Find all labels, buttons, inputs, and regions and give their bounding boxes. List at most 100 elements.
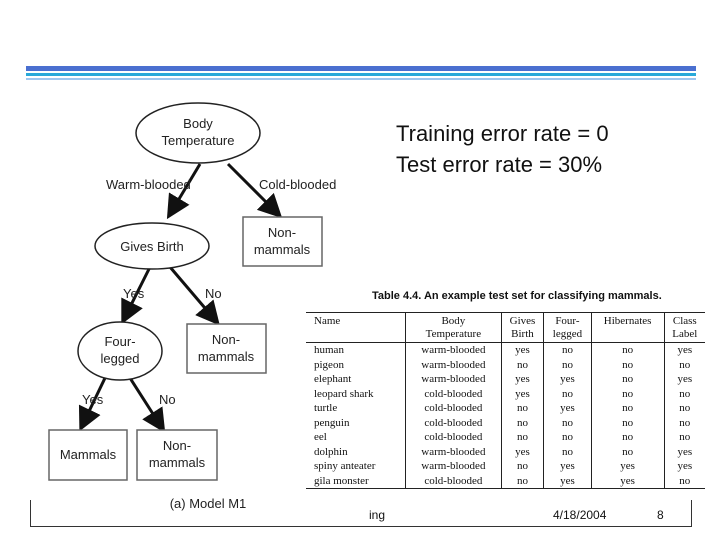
header-rule-light xyxy=(26,78,696,80)
node-four-legged-line2: legged xyxy=(100,351,139,366)
header-hibernates: Hibernates xyxy=(590,312,665,343)
header-body-temperature: Body Temperature xyxy=(405,312,502,343)
header-gives-birth: Gives Birth xyxy=(500,312,544,343)
cell-class-label: yes xyxy=(663,342,705,358)
edge-root-to-gives-birth xyxy=(166,163,202,220)
cell-class-label: yes xyxy=(663,459,705,474)
cell-four-legged: yes xyxy=(543,473,592,489)
table-row: dolphin warm-blooded yes no no yes xyxy=(306,444,705,459)
leaf-mammals xyxy=(48,429,128,481)
cell-body-temperature: cold-blooded xyxy=(405,401,502,416)
cell-body-temperature: cold-blooded xyxy=(405,473,502,489)
node-gives-birth-label: Gives Birth xyxy=(120,239,184,254)
edge-gives-birth-to-four-legged xyxy=(121,266,152,325)
node-gives-birth xyxy=(94,222,210,270)
leaf-nonmammals-1-line2: mammals xyxy=(254,242,311,257)
cell-name: penguin xyxy=(314,416,350,429)
cell-gives-birth: no xyxy=(500,473,544,489)
footer-date: 4/18/2004 xyxy=(553,508,607,522)
cell-hibernates: yes xyxy=(590,473,665,489)
slide-footer: ing 4/18/2004 8 xyxy=(30,500,692,527)
node-body-temperature xyxy=(135,102,261,164)
header-rule-dark xyxy=(26,66,696,71)
cell-class-label: yes xyxy=(663,372,705,387)
cell-four-legged: no xyxy=(543,357,592,372)
edge-label-yes-2: Yes xyxy=(82,392,104,407)
cell-hibernates: no xyxy=(590,444,665,459)
edge-label-no-1: No xyxy=(205,286,222,301)
table-row: elephant warm-blooded yes yes no yes xyxy=(306,372,705,387)
cell-class-label: no xyxy=(663,415,705,430)
cell-body-temperature: warm-blooded xyxy=(405,459,502,474)
cell-hibernates: no xyxy=(590,372,665,387)
cell-body-temperature: warm-blooded xyxy=(405,342,502,358)
cell-name: turtle xyxy=(314,402,338,414)
cell-hibernates: no xyxy=(590,415,665,430)
error-rates: Training error rate = 0 Test error rate … xyxy=(396,118,609,180)
cell-name: leopard shark xyxy=(314,387,374,400)
cell-class-label: no xyxy=(663,401,705,416)
edge-root-to-nonmammals-1 xyxy=(226,162,283,219)
leaf-nonmammals-2 xyxy=(186,323,267,374)
cell-hibernates: no xyxy=(590,342,665,358)
cell-gives-birth: no xyxy=(500,401,544,416)
cell-hibernates: no xyxy=(590,401,665,416)
cell-gives-birth: yes xyxy=(500,444,544,459)
node-four-legged-line1: Four- xyxy=(104,334,135,349)
table-header-row: Name Body Temperature Gives Birth Four-leg… xyxy=(306,312,705,343)
leaf-nonmammals-3 xyxy=(136,429,218,481)
test-error-rate: Test error rate = 30% xyxy=(396,152,603,177)
cell-gives-birth: no xyxy=(500,459,544,474)
cell-class-label: no xyxy=(663,473,705,489)
cell-hibernates: no xyxy=(590,357,665,372)
cell-name: pigeon xyxy=(314,358,344,371)
cell-gives-birth: no xyxy=(500,430,544,445)
cell-class-label: no xyxy=(663,430,705,445)
cell-gives-birth: yes xyxy=(500,342,544,358)
training-error-rate: Training error rate = 0 xyxy=(396,121,609,146)
edge-four-legged-to-nonmammals-3 xyxy=(128,377,166,434)
cell-hibernates: no xyxy=(590,430,665,445)
leaf-nonmammals-3-line2: mammals xyxy=(149,455,206,470)
leaf-mammals-label: Mammals xyxy=(60,447,117,462)
cell-hibernates: yes xyxy=(590,459,665,474)
cell-class-label: yes xyxy=(663,444,705,459)
cell-name: gila monster xyxy=(306,473,406,489)
table-row: leopard shark cold-blooded yes no no no xyxy=(306,386,705,401)
node-body-temperature-line2: Temperature xyxy=(162,133,235,148)
cell-four-legged: no xyxy=(543,430,592,445)
cell-four-legged: no xyxy=(543,342,592,358)
header-four-legged: Four-legged xyxy=(543,312,592,343)
table-row: penguin cold-blooded no no no no xyxy=(306,415,705,430)
cell-body-temperature: warm-blooded xyxy=(405,372,502,387)
table-row: turtle cold-blooded no yes no no xyxy=(306,401,705,416)
cell-body-temperature: cold-blooded xyxy=(405,386,502,401)
decision-tree-svg: Body Temperature Warm-blooded Cold-blood… xyxy=(48,102,336,511)
cell-class-label: no xyxy=(663,386,705,401)
cell-name: elephant xyxy=(314,373,352,385)
cell-four-legged: yes xyxy=(543,372,592,387)
leaf-nonmammals-2-line1: Non- xyxy=(212,332,240,347)
node-four-legged xyxy=(77,321,163,381)
cell-body-temperature: cold-blooded xyxy=(405,430,502,445)
node-body-temperature-line1: Body xyxy=(183,116,213,131)
cell-name: spiny anteater xyxy=(314,460,376,472)
leaf-nonmammals-1-line1: Non- xyxy=(268,225,296,240)
cell-four-legged: no xyxy=(543,386,592,401)
footer-page-number: 8 xyxy=(657,508,664,522)
edge-label-warm-blooded: Warm-blooded xyxy=(106,177,191,192)
cell-gives-birth: no xyxy=(500,357,544,372)
table-row: spiny anteater warm-blooded no yes yes y… xyxy=(306,459,705,474)
leaf-nonmammals-2-line2: mammals xyxy=(198,349,255,364)
edge-label-yes-1: Yes xyxy=(123,286,145,301)
cell-name: dolphin xyxy=(314,445,348,458)
cell-name: human xyxy=(314,344,344,356)
table-row: eel cold-blooded no no no no xyxy=(306,430,705,445)
table-row: pigeon warm-blooded no no no no xyxy=(306,357,705,372)
test-set-table-wrap: Name Body Temperature Gives Birth Four-leg… xyxy=(306,312,705,490)
cell-hibernates: no xyxy=(590,386,665,401)
cell-name: eel xyxy=(314,431,327,443)
edge-label-cold-blooded: Cold-blooded xyxy=(259,177,336,192)
edge-gives-birth-to-nonmammals-2 xyxy=(168,266,220,326)
cell-four-legged: yes xyxy=(543,401,592,416)
